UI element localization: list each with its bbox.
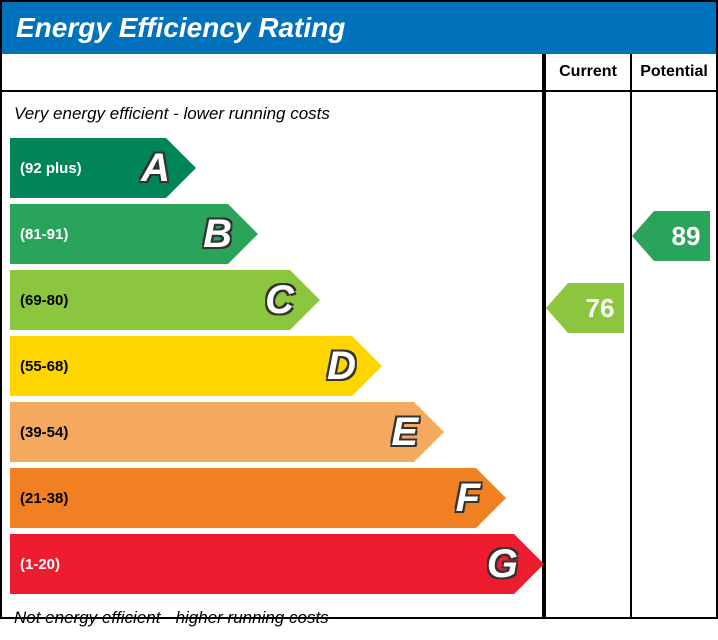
axis-label-bottom: Not energy efficient - higher running co… [10,600,542,632]
band-range: (21-38) [20,490,68,507]
band-f: (21-38) F [10,468,542,528]
chart-title: Energy Efficiency Rating [2,2,716,54]
current-arrow: 76 [546,283,624,333]
potential-arrow: 89 [632,211,710,261]
band-range: (39-54) [20,424,68,441]
band-e: (39-54) E [10,402,542,462]
band-g: (1-20) G [10,534,542,594]
band-c: (69-80) C [10,270,542,330]
band-letter: A [141,146,170,191]
potential-arrow-value: 89 [654,211,710,261]
band-range: (55-68) [20,358,68,375]
band-range: (1-20) [20,556,60,573]
band-letter: B [203,212,232,257]
current-column: Current 76 [544,54,630,617]
potential-column: Potential 89 [630,54,716,617]
current-header: Current [546,54,630,92]
current-region: 76 [546,92,630,617]
band-a: (92 plus) A [10,138,542,198]
potential-header: Potential [632,54,716,92]
band-bar: (55-68)D [10,336,352,396]
band-bar: (1-20)G [10,534,514,594]
chart-body: Very energy efficient - lower running co… [2,54,716,617]
band-letter: D [327,344,356,389]
current-arrow-value: 76 [568,283,624,333]
band-bar: (69-80)C [10,270,290,330]
band-bar: (39-54)E [10,402,414,462]
band-bar: (21-38)F [10,468,476,528]
band-letter: E [391,410,418,455]
band-d: (55-68) D [10,336,542,396]
band-bar: (81-91)B [10,204,228,264]
epc-chart: Energy Efficiency Rating Very energy eff… [0,0,718,619]
band-range: (69-80) [20,292,68,309]
bands-column: Very energy efficient - lower running co… [2,54,544,617]
band-letter: C [265,278,294,323]
axis-label-top: Very energy efficient - lower running co… [10,100,542,132]
header-spacer-row [2,54,542,92]
band-letter: G [487,542,518,587]
band-b: (81-91) B [10,204,542,264]
potential-region: 89 [632,92,716,617]
band-range: (81-91) [20,226,68,243]
band-letter: F [456,476,480,521]
band-bar: (92 plus)A [10,138,166,198]
bars-region: Very energy efficient - lower running co… [2,92,542,640]
band-range: (92 plus) [20,160,82,177]
